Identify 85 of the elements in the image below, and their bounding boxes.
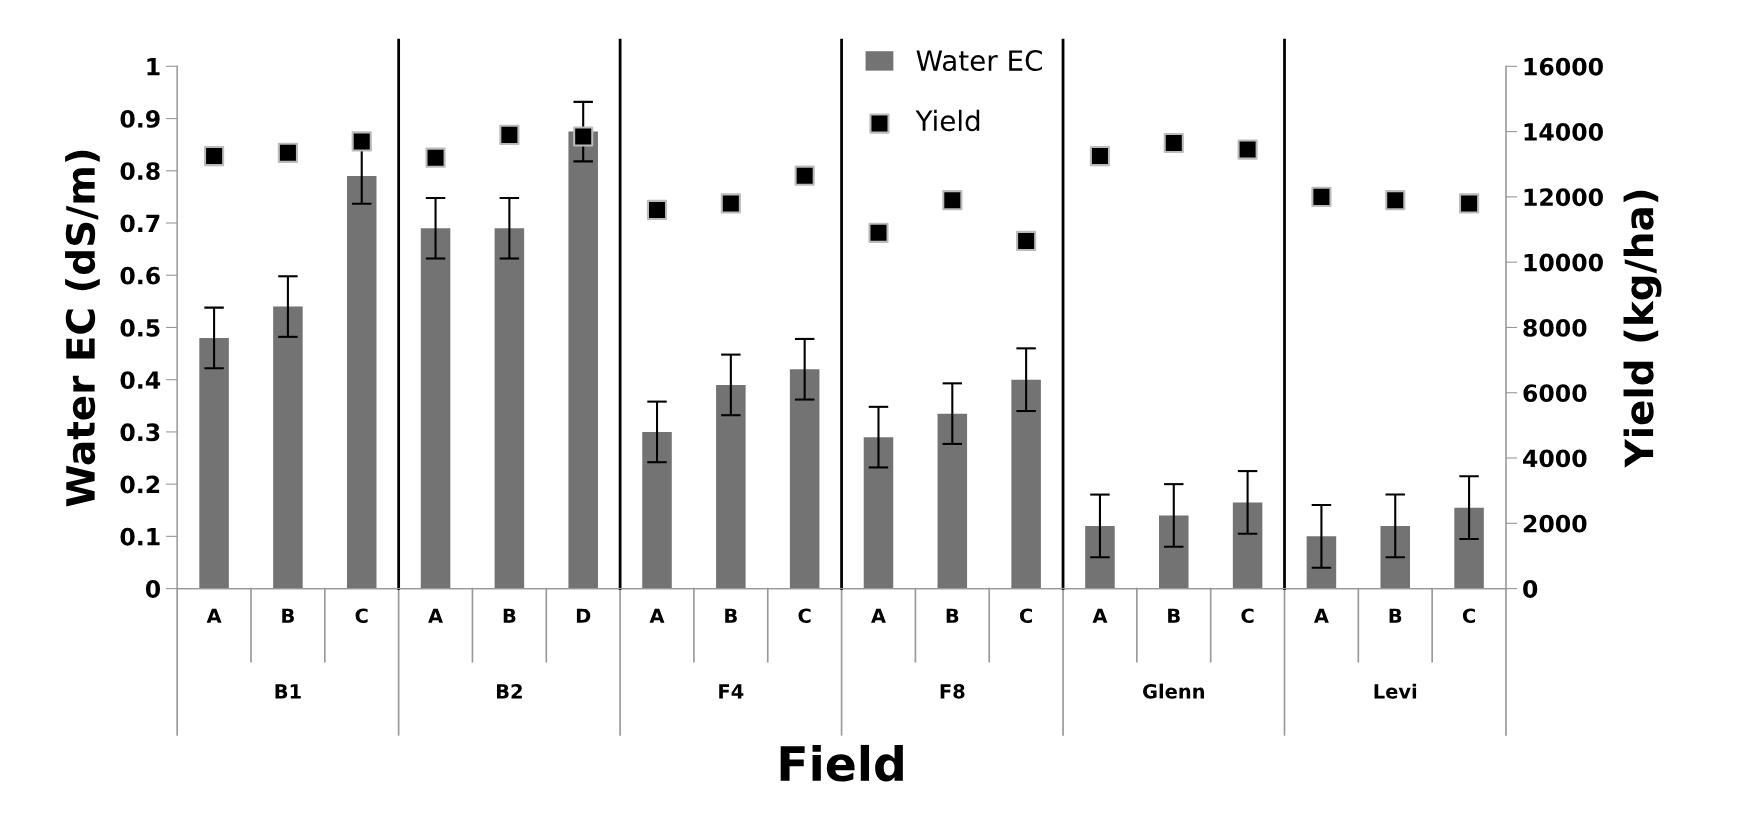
- bar: [346, 176, 377, 589]
- y-axis-title: Water EC (dS/m): [65, 150, 100, 507]
- point: [1385, 190, 1406, 211]
- bar: [1085, 525, 1115, 589]
- y2-tick-label: 4000: [1523, 449, 1587, 468]
- bar: [1380, 525, 1411, 589]
- x-tick-label: B: [1168, 608, 1180, 623]
- x-tick-label: B: [946, 608, 959, 623]
- y-tick-label: 0.7: [120, 214, 160, 233]
- x-axis-title: Field: [780, 744, 903, 782]
- point: [720, 193, 741, 214]
- bar: [273, 306, 303, 589]
- x-tick-label: A: [649, 608, 665, 623]
- point: [794, 165, 815, 186]
- y-tick-label: 0: [145, 580, 161, 598]
- point: [351, 131, 372, 152]
- x-tick-label: C: [1241, 608, 1254, 624]
- x-tick-label: C: [1462, 608, 1475, 624]
- point: [868, 222, 889, 243]
- text: B1: [275, 684, 301, 699]
- bar: [1159, 515, 1189, 589]
- y2-tick-label: 0: [1523, 580, 1538, 598]
- point: [573, 126, 594, 147]
- y-tick-label: 0.1: [120, 527, 160, 546]
- point: [1237, 139, 1258, 160]
- bar: [494, 228, 525, 589]
- legend-label: Yield: [915, 109, 980, 132]
- x-tick-label: C: [355, 608, 368, 624]
- x-tick-label: A: [871, 608, 886, 623]
- y-tick-label: 0.4: [120, 371, 161, 389]
- x-tick-label: B: [1389, 608, 1402, 623]
- point: [203, 145, 225, 167]
- point: [1311, 186, 1332, 207]
- point: [1089, 145, 1111, 167]
- text: B2: [496, 683, 522, 699]
- point: [277, 142, 298, 163]
- bar: [642, 431, 672, 589]
- text: Glenn: [1143, 683, 1205, 699]
- y2-tick-label: 8000: [1523, 318, 1587, 337]
- bar: [199, 337, 229, 589]
- x-tick-label: C: [1019, 608, 1033, 624]
- text: F8: [940, 683, 965, 699]
- x-tick-label: C: [798, 608, 811, 624]
- bar: [789, 369, 820, 589]
- y2-tick-label: 12000: [1524, 188, 1603, 207]
- text: Levi: [1374, 683, 1417, 699]
- x-tick-label: B: [282, 608, 294, 623]
- y-tick-label: 0.9: [120, 109, 160, 128]
- y2-tick-label: 14000: [1524, 123, 1603, 141]
- y-tick-label: 0.6: [120, 266, 160, 285]
- y2-tick-label: 6000: [1523, 384, 1587, 403]
- y2-axis-title: Yield (kg/ha): [1623, 190, 1662, 468]
- bar: [1306, 536, 1337, 589]
- point: [1163, 132, 1184, 154]
- bar: [937, 413, 968, 589]
- point: [646, 199, 668, 221]
- y-tick-label: 0.3: [120, 423, 160, 442]
- x-tick-label: A: [206, 608, 222, 623]
- x-tick-label: B: [725, 608, 737, 623]
- y-tick-label: 1: [147, 58, 160, 76]
- y-tick-label: 0.8: [120, 162, 160, 181]
- point: [499, 124, 520, 145]
- x-tick-label: B: [503, 608, 516, 623]
- y2-tick-label: 16000: [1524, 57, 1603, 76]
- y-tick-label: 0.2: [120, 475, 160, 494]
- bar: [863, 437, 894, 589]
- y-tick-label: 0.5: [120, 318, 160, 337]
- point: [942, 190, 963, 211]
- bar: [716, 384, 746, 589]
- point: [1458, 193, 1480, 214]
- legend-label: Water EC: [916, 50, 1042, 72]
- bar: [1011, 379, 1041, 589]
- bar: [568, 131, 598, 589]
- x-tick-label: A: [428, 608, 443, 623]
- x-tick-label: D: [576, 608, 591, 623]
- x-tick-label: A: [1313, 608, 1329, 623]
- bar: [1232, 502, 1263, 589]
- x-tick-label: A: [1092, 608, 1108, 623]
- bar: [1454, 507, 1484, 589]
- point: [425, 147, 446, 168]
- y2-tick-label: 2000: [1523, 514, 1587, 533]
- y2-tick-label: 10000: [1524, 253, 1603, 272]
- point: [1016, 230, 1037, 252]
- text: F4: [719, 684, 744, 699]
- bar: [420, 228, 451, 589]
